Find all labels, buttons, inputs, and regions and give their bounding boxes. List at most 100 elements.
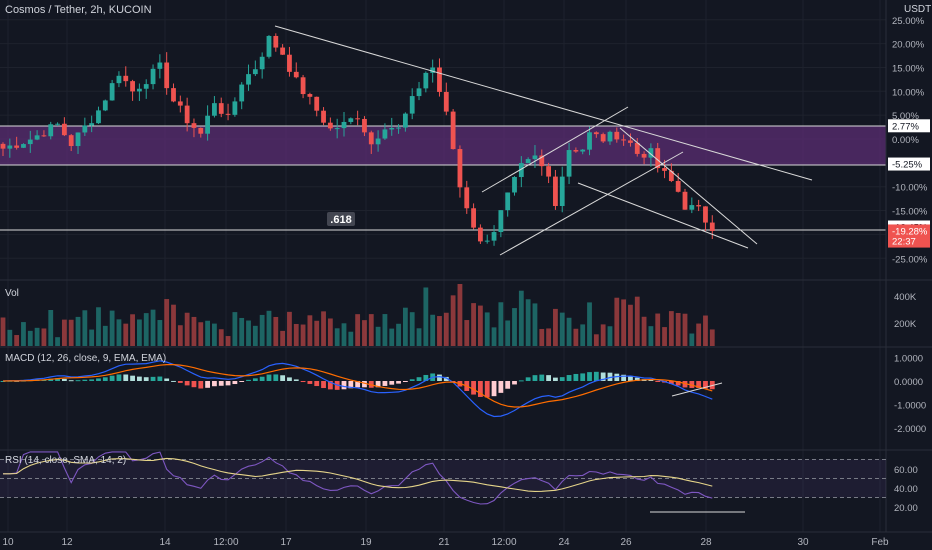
macd-histogram-bar [0, 381, 6, 382]
time-tick-label: 26 [620, 537, 632, 548]
grid-lines [0, 0, 886, 532]
time-tick-label: 30 [797, 537, 809, 548]
wedge-upper [619, 127, 758, 245]
rsi-tick-label: 40.00 [894, 484, 918, 495]
macd-histogram-bar [375, 381, 381, 388]
volume-bar [464, 320, 470, 346]
trendline-upper [274, 25, 813, 181]
candle-body [252, 69, 258, 75]
candle-body [709, 222, 715, 231]
candle-body [21, 144, 26, 148]
macd-histogram-bar [116, 374, 122, 381]
candle-body [232, 101, 238, 115]
candle-body [300, 77, 306, 95]
volume-bar [634, 296, 640, 346]
candle-body [130, 81, 135, 92]
rsi-tick-label: 60.00 [894, 465, 918, 476]
candle-body [218, 103, 224, 114]
candle-body [75, 132, 81, 147]
macd-histogram-bar [280, 375, 286, 381]
macd-histogram-bar [573, 373, 579, 381]
volume-bar [61, 319, 67, 346]
macd-histogram-bar [246, 379, 251, 381]
price-tick-label: 0.00% [892, 135, 919, 146]
volume-bar [321, 311, 326, 346]
macd-histogram-bar [157, 376, 163, 381]
macd-histogram-bar [532, 375, 538, 381]
volume-bar [668, 311, 674, 346]
macd-histogram-bar [546, 375, 551, 381]
candle-body [634, 142, 640, 154]
candle-body [150, 68, 156, 85]
candle-body [102, 100, 108, 111]
candle-body [553, 176, 558, 207]
volume-bar [164, 299, 170, 346]
volume-bar [191, 316, 197, 346]
macd-histogram-bar [89, 379, 95, 381]
volume-bar [553, 308, 558, 346]
candle-body [587, 132, 592, 150]
volume-bar [389, 328, 395, 346]
macd-histogram-bar [525, 377, 531, 381]
volume-bar [259, 314, 265, 346]
time-tick-label: 24 [558, 537, 570, 548]
volume-bar [348, 331, 354, 346]
channel-bottom [499, 151, 684, 256]
candle-body [314, 96, 320, 111]
candle-body [61, 123, 67, 136]
volume-bar [587, 302, 592, 346]
macd-histogram-bar [655, 381, 661, 382]
candle-body [546, 166, 551, 177]
macd-histogram-bar [355, 381, 361, 388]
volume-bar [423, 287, 429, 346]
volume-bar [628, 304, 633, 346]
candle-body [116, 75, 122, 84]
macd-histogram-bar [96, 378, 101, 381]
volume-bar [368, 314, 374, 346]
macd-histogram-bar [55, 378, 60, 381]
volume-bar [157, 320, 163, 346]
volume-bar [484, 312, 490, 346]
macd-histogram-bar [362, 381, 367, 388]
candle-body [321, 110, 326, 123]
macd-histogram-bar [382, 381, 388, 386]
macd-histogram-bar [389, 381, 395, 385]
candle-body [423, 72, 429, 89]
macd-tick-label: 0.0000 [894, 377, 923, 388]
volume-bar [600, 324, 606, 346]
time-tick-label: 12:00 [213, 537, 238, 548]
volume-bar [559, 312, 565, 346]
volume-bar [293, 323, 299, 346]
macd-histogram-bar [239, 381, 245, 382]
candle-body [416, 88, 422, 97]
candle-body [464, 187, 470, 209]
macd-histogram-bar [587, 372, 592, 381]
macd-histogram-bar [559, 377, 565, 381]
volume-bar [703, 315, 708, 346]
candle-body [518, 163, 524, 178]
candle-body [641, 153, 647, 158]
currency-label: USDT [904, 4, 931, 15]
candle-body [402, 113, 408, 128]
macd-histogram-bar [259, 376, 265, 381]
candle-body [246, 74, 251, 85]
candle-body [696, 205, 702, 207]
volume-bar [498, 302, 504, 346]
volume-bar [55, 337, 60, 346]
candle-body [362, 118, 367, 133]
candle-body [389, 127, 395, 130]
price-label-box [888, 119, 930, 133]
candle-body [648, 148, 654, 158]
purple-zone [0, 125, 886, 166]
zone-fill [0, 126, 886, 165]
volume-bar [280, 330, 286, 346]
macd-histogram-bar [348, 381, 354, 389]
candle-body [682, 191, 688, 210]
volume-bar [478, 305, 483, 346]
macd-histogram-bar [143, 377, 149, 381]
macd-histogram-bar [689, 381, 695, 388]
candle-body [0, 143, 6, 149]
macd-histogram-bar [478, 381, 483, 397]
candle-body [525, 159, 531, 164]
